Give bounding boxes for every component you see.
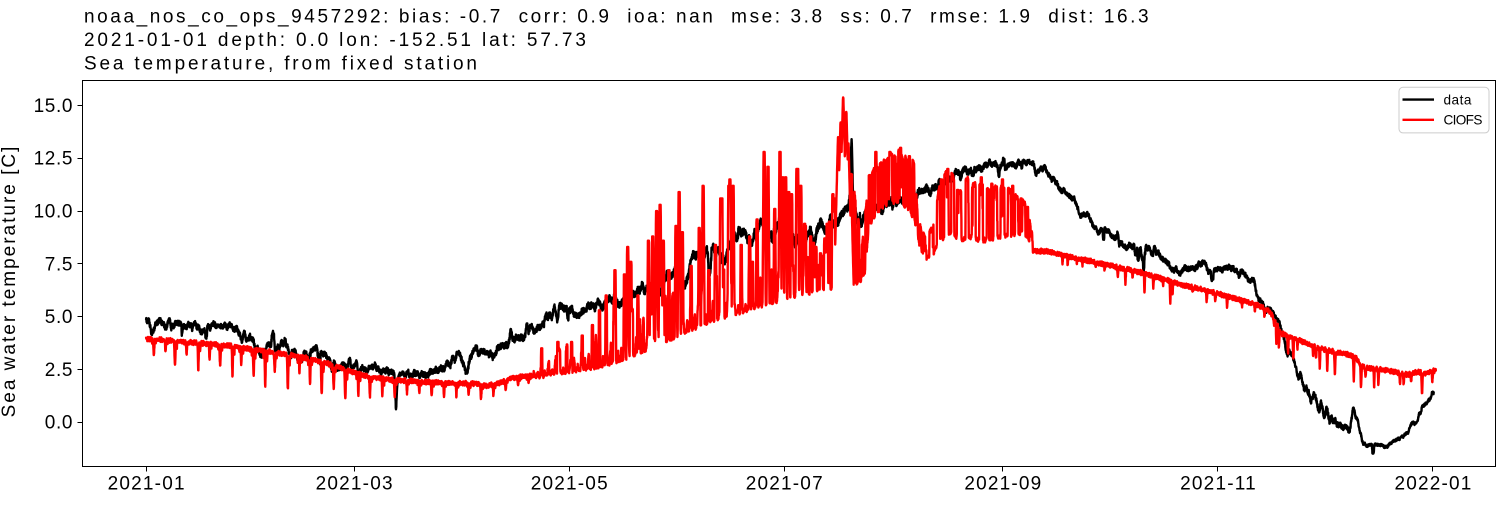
svg-text:12.5: 12.5 xyxy=(34,149,73,170)
svg-text:2021-01-01 depth: 0.0 lon: -15: 2021-01-01 depth: 0.0 lon: -152.51 lat: … xyxy=(84,30,589,51)
svg-text:2022-01: 2022-01 xyxy=(1394,474,1472,495)
svg-text:CIOFS: CIOFS xyxy=(1444,113,1483,128)
svg-text:10.0: 10.0 xyxy=(34,202,73,223)
svg-text:2021-11: 2021-11 xyxy=(1180,474,1257,495)
svg-text:noaa_nos_co_ops_9457292: bias:: noaa_nos_co_ops_9457292: bias: -0.7 corr… xyxy=(84,7,1151,28)
svg-text:Sea temperature, from fixed st: Sea temperature, from fixed station xyxy=(84,54,480,75)
svg-text:2021-01: 2021-01 xyxy=(108,474,186,495)
svg-text:data: data xyxy=(1444,92,1472,107)
svg-text:5.0: 5.0 xyxy=(45,307,73,328)
svg-text:2021-07: 2021-07 xyxy=(746,474,824,495)
svg-text:Sea water temperature [C]: Sea water temperature [C] xyxy=(0,145,20,418)
svg-text:2021-03: 2021-03 xyxy=(316,474,394,495)
svg-text:0.0: 0.0 xyxy=(45,413,73,434)
svg-text:15.0: 15.0 xyxy=(34,96,73,117)
svg-text:2021-09: 2021-09 xyxy=(964,474,1042,495)
svg-text:2.5: 2.5 xyxy=(45,360,73,381)
svg-text:7.5: 7.5 xyxy=(45,254,73,275)
svg-text:2021-05: 2021-05 xyxy=(531,474,609,495)
